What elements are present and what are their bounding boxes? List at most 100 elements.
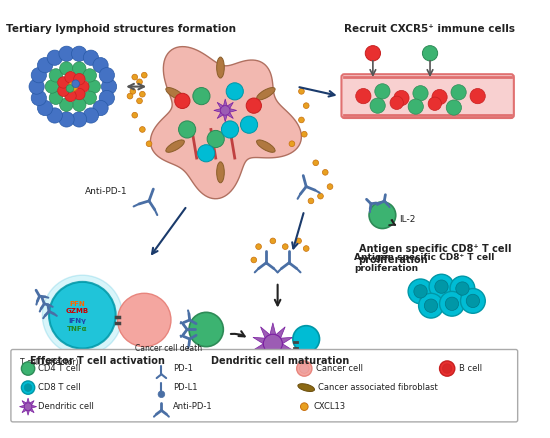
Circle shape <box>31 90 46 106</box>
Circle shape <box>414 285 427 298</box>
Circle shape <box>127 93 133 99</box>
Circle shape <box>78 81 89 92</box>
Circle shape <box>270 238 276 244</box>
Polygon shape <box>214 99 236 122</box>
Text: CD8 T cell: CD8 T cell <box>37 383 80 392</box>
Circle shape <box>365 46 381 61</box>
Circle shape <box>375 84 390 99</box>
Circle shape <box>99 67 114 83</box>
Text: Cancer associated fibroblast: Cancer associated fibroblast <box>318 383 437 392</box>
Circle shape <box>299 117 304 123</box>
Circle shape <box>158 391 165 398</box>
Ellipse shape <box>166 88 184 100</box>
Circle shape <box>289 141 295 147</box>
Text: PFN: PFN <box>70 301 85 307</box>
Circle shape <box>58 77 69 88</box>
Circle shape <box>327 184 333 190</box>
Circle shape <box>83 108 98 123</box>
Circle shape <box>304 246 309 251</box>
Circle shape <box>37 100 53 116</box>
Circle shape <box>99 90 114 106</box>
Circle shape <box>65 90 76 102</box>
Text: GZMB: GZMB <box>66 308 89 314</box>
Circle shape <box>308 198 314 204</box>
Circle shape <box>413 86 428 101</box>
Circle shape <box>74 88 85 100</box>
Circle shape <box>390 96 403 110</box>
Circle shape <box>439 361 455 376</box>
Circle shape <box>296 361 312 376</box>
Circle shape <box>356 88 371 104</box>
Polygon shape <box>19 398 37 415</box>
Circle shape <box>59 46 74 61</box>
Circle shape <box>466 294 480 307</box>
Circle shape <box>74 74 85 85</box>
Circle shape <box>240 116 257 133</box>
Circle shape <box>282 244 288 250</box>
Circle shape <box>256 244 261 250</box>
Circle shape <box>300 403 308 410</box>
Text: IL-2: IL-2 <box>399 215 416 224</box>
Ellipse shape <box>217 162 224 183</box>
Circle shape <box>369 202 396 229</box>
Circle shape <box>21 381 35 394</box>
Circle shape <box>318 193 323 199</box>
Circle shape <box>408 279 433 304</box>
Circle shape <box>394 90 409 106</box>
Circle shape <box>446 100 461 115</box>
Circle shape <box>207 131 224 148</box>
Circle shape <box>313 160 318 166</box>
Ellipse shape <box>256 88 275 100</box>
Circle shape <box>47 108 62 123</box>
Circle shape <box>304 103 309 109</box>
FancyBboxPatch shape <box>342 74 514 118</box>
Text: Effector T cell activation: Effector T cell activation <box>30 356 165 366</box>
Circle shape <box>24 403 32 410</box>
Circle shape <box>246 98 261 113</box>
Circle shape <box>197 145 214 162</box>
Text: T cell (effector): T cell (effector) <box>20 358 78 367</box>
Circle shape <box>72 112 87 127</box>
Text: IFNγ: IFNγ <box>69 318 86 324</box>
Text: CD4 T cell: CD4 T cell <box>37 364 80 373</box>
Circle shape <box>435 280 448 293</box>
Text: Cancer cell death: Cancer cell death <box>135 344 202 353</box>
Text: CXCL13: CXCL13 <box>314 402 346 411</box>
Circle shape <box>29 79 44 94</box>
Circle shape <box>189 312 223 346</box>
Circle shape <box>424 299 438 312</box>
Circle shape <box>58 85 69 96</box>
Circle shape <box>140 92 145 97</box>
Circle shape <box>193 88 210 105</box>
Circle shape <box>42 275 122 355</box>
Circle shape <box>21 362 35 375</box>
Circle shape <box>222 121 239 138</box>
Ellipse shape <box>256 140 275 152</box>
Circle shape <box>451 85 466 100</box>
Circle shape <box>93 57 108 73</box>
Text: B cell: B cell <box>459 364 482 373</box>
Circle shape <box>460 289 485 313</box>
Circle shape <box>83 50 98 65</box>
Circle shape <box>37 57 53 73</box>
Text: Anti-PD-1: Anti-PD-1 <box>85 187 128 196</box>
Circle shape <box>83 69 96 82</box>
Circle shape <box>419 293 443 318</box>
Circle shape <box>101 79 117 94</box>
Circle shape <box>446 297 459 311</box>
Text: Antigen specific CD8⁺ T cell proliferation: Antigen specific CD8⁺ T cell proliferati… <box>354 253 494 273</box>
Circle shape <box>24 384 32 392</box>
Circle shape <box>83 91 96 104</box>
Polygon shape <box>150 46 301 199</box>
Text: PD-L1: PD-L1 <box>173 383 197 392</box>
Circle shape <box>68 82 78 92</box>
Circle shape <box>299 88 304 94</box>
Text: Anti-PD-1: Anti-PD-1 <box>173 402 212 411</box>
Circle shape <box>93 100 108 116</box>
Ellipse shape <box>217 57 224 78</box>
Circle shape <box>251 257 257 263</box>
Circle shape <box>130 88 136 94</box>
Circle shape <box>73 98 86 111</box>
Text: Dendritic cell maturation: Dendritic cell maturation <box>211 356 349 366</box>
Circle shape <box>65 71 76 83</box>
